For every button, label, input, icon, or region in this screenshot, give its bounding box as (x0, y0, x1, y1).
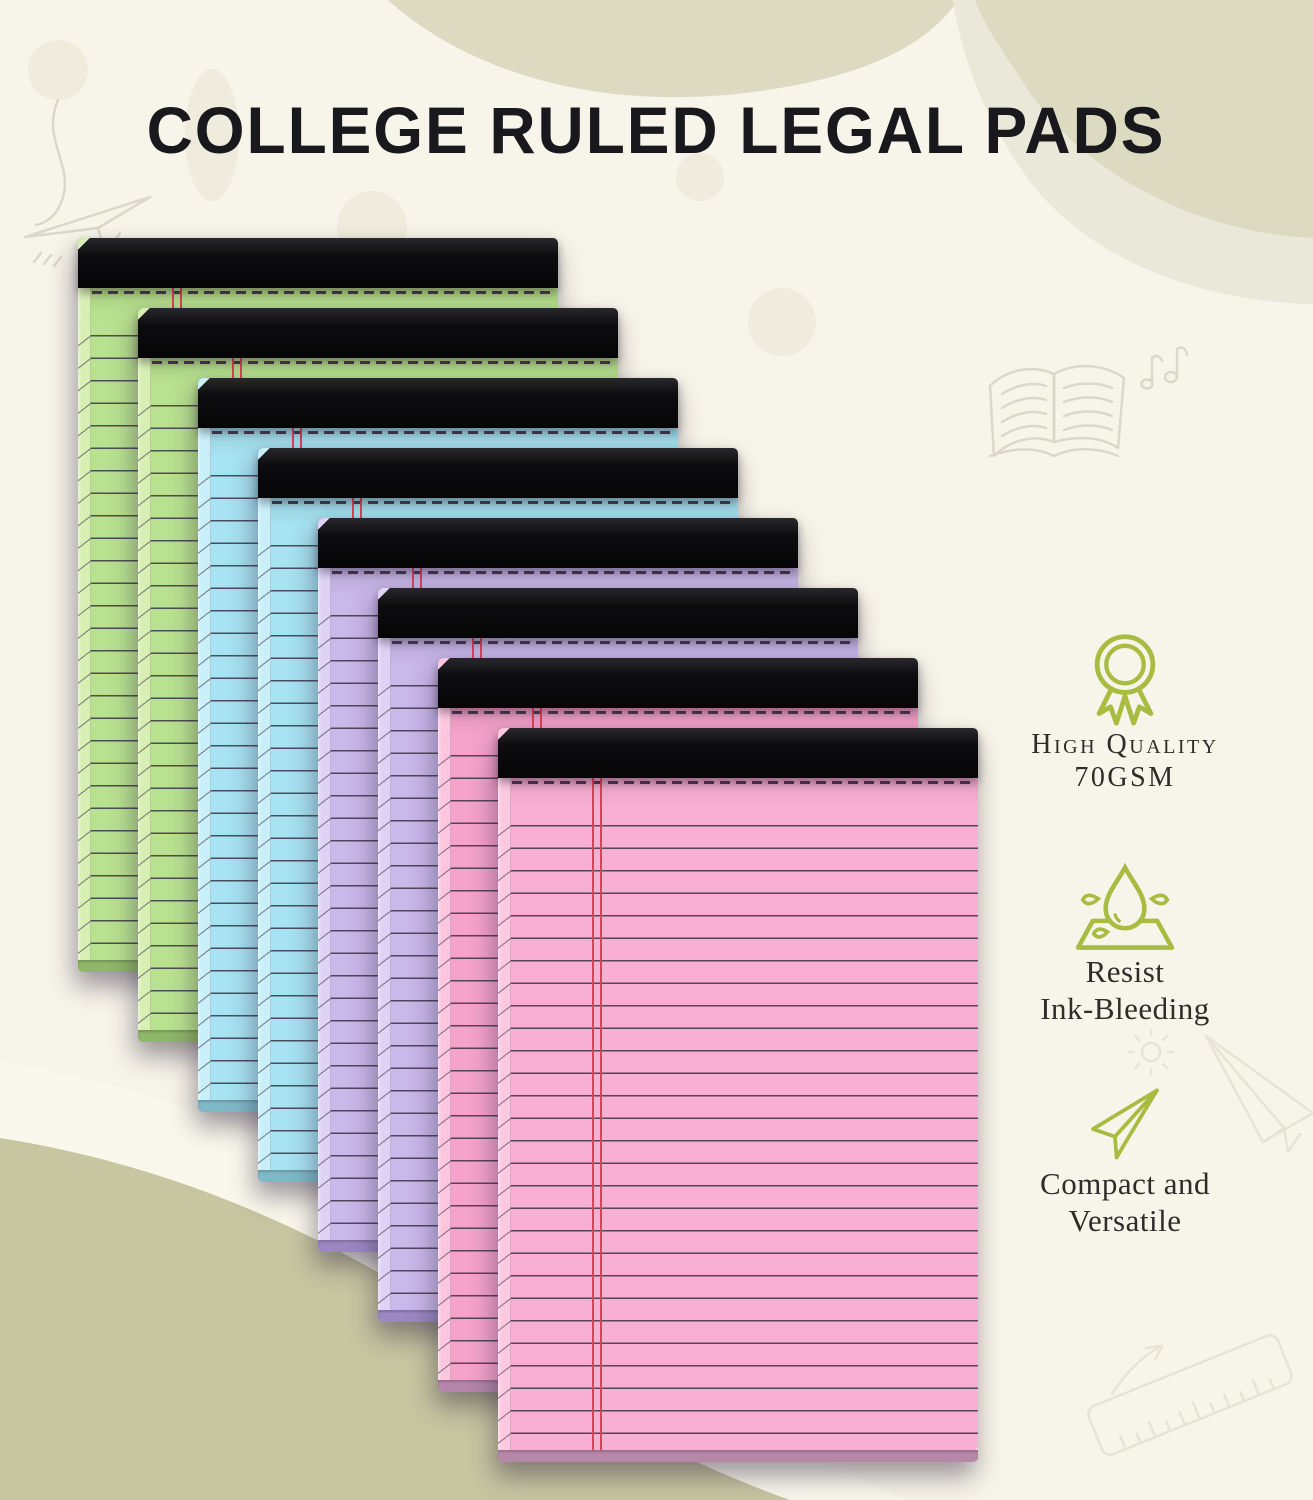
feature-label-line2: Ink-Bleeding (1040, 990, 1210, 1026)
pad-perforation-line (392, 641, 855, 644)
pad-page-edge-left (438, 700, 451, 1392)
pad-corner (138, 308, 150, 320)
background-blob (748, 288, 816, 356)
feature-label-line2: 70GSM (1074, 762, 1176, 794)
music-notes-doodle (1140, 346, 1189, 390)
pad-perforation-line (452, 711, 915, 714)
feature-label-line1: Compact and (1040, 1166, 1210, 1201)
medal-icon (1094, 634, 1156, 726)
pad-perforation-line (212, 431, 675, 434)
pad-corner (318, 518, 330, 530)
top-wave-shape (388, 0, 958, 98)
pad-corner (258, 448, 270, 460)
arrow-doodle (1110, 1344, 1164, 1396)
pad-corner (198, 378, 210, 390)
pad-page-edge-ticks (138, 384, 151, 1042)
pad-perforation-line (512, 781, 975, 784)
pad-binding (318, 518, 798, 568)
pad-corner (438, 658, 450, 670)
feature-label-line1: High Quality (1031, 729, 1219, 760)
pad-page-edge-left (78, 280, 91, 972)
pad-binding (438, 658, 918, 708)
pad-binding (138, 308, 618, 358)
pad-corner (378, 588, 390, 600)
top-right-wave-shape (975, 0, 1313, 238)
pad-binding (198, 378, 678, 428)
legal-pad-pink-pad-2 (498, 728, 978, 1462)
pad-page-edge-left (138, 350, 151, 1042)
pad-page-edge-left (498, 770, 511, 1462)
pad-binding (378, 588, 858, 638)
pad-page-edge-ticks (378, 664, 391, 1322)
pad-perforation-line (272, 501, 735, 504)
pad-page-edge-left (318, 560, 331, 1252)
background-blob (28, 40, 88, 100)
feature-resist-ink-bleeding: Resist Ink-Bleeding (1000, 862, 1250, 1027)
pad-page-edge-ticks (498, 804, 511, 1462)
pad-perforation-line (92, 291, 555, 294)
pad-ruled-lines (511, 804, 978, 1450)
pad-page-edge-ticks (258, 524, 271, 1182)
pad-binding (78, 238, 558, 288)
ruler-doodle (1087, 1334, 1293, 1456)
page-title: COLLEGE RULED LEGAL PADS (146, 93, 1166, 167)
top-right-wave-fringe (953, 0, 1313, 304)
sun-doodle (1127, 1028, 1175, 1076)
balloon-doodle (34, 98, 67, 227)
pad-page-edge-ticks (318, 594, 331, 1252)
paper-plane-icon (1091, 1088, 1159, 1160)
pad-perforation-line (332, 571, 795, 574)
feature-label-line2: Versatile (1068, 1202, 1182, 1238)
open-book-doodle (988, 364, 1126, 458)
water-drop-icon (1075, 862, 1175, 950)
pad-perforation-line (152, 361, 615, 364)
pad-page-edge-left (198, 420, 211, 1112)
pad-page-edge-ticks (438, 734, 451, 1392)
pad-page-edge-left (378, 630, 391, 1322)
pad-binding (258, 448, 738, 498)
feature-compact-versatile: Compact and Versatile (1000, 1082, 1250, 1239)
pad-page-edge-ticks (198, 454, 211, 1112)
pad-page-edge-left (258, 490, 271, 1182)
pad-corner (498, 728, 510, 740)
pad-corner (78, 238, 90, 250)
pad-margin-line (592, 778, 602, 1450)
paper-plane-doodle-right (1204, 1034, 1313, 1154)
background-blob (676, 153, 724, 201)
feature-label-line1: Resist (1085, 954, 1165, 989)
pad-page-edge-bottom (498, 1450, 978, 1462)
pad-binding (498, 728, 978, 778)
background-blob (185, 69, 239, 201)
feature-high-quality: High Quality 70GSM (1000, 628, 1250, 794)
pad-page-edge-ticks (78, 314, 91, 972)
